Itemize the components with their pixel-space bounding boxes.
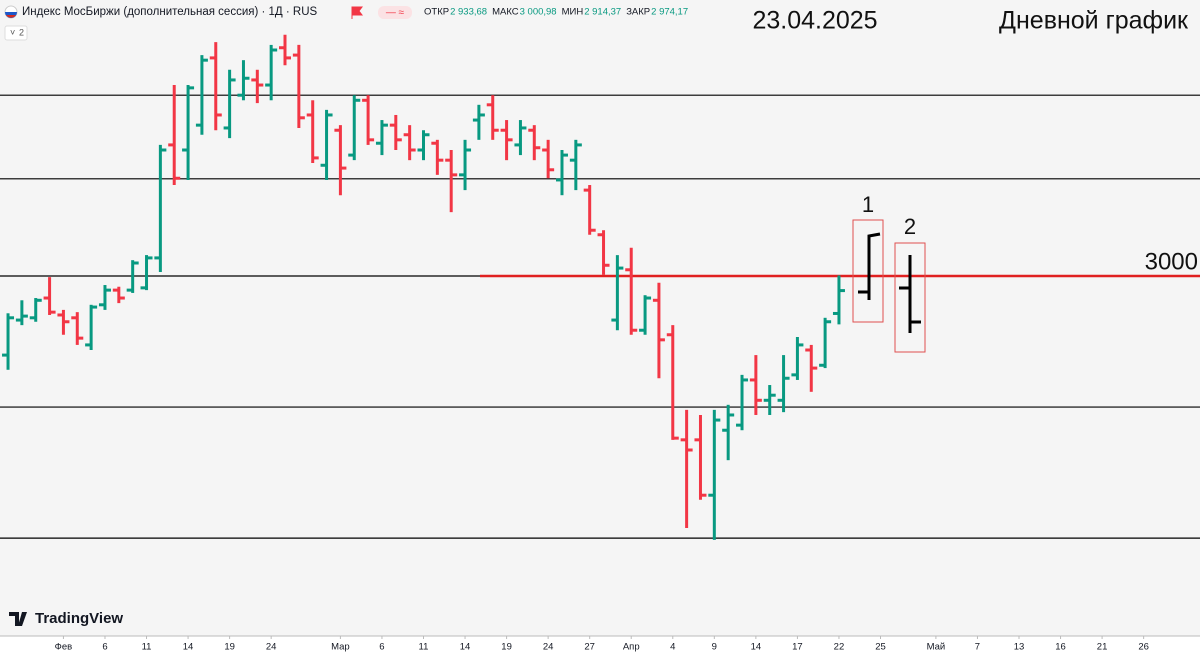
symbol-title: Индекс МосБиржи (дополнительная сессия) …: [22, 6, 318, 18]
header-value-label: ОТКР: [424, 7, 449, 18]
annotation-label: 1: [862, 192, 874, 217]
time-axis: [0, 636, 1200, 658]
annotation-box: [852, 219, 884, 323]
x-tick-label: 6: [102, 642, 107, 653]
watermark: TradingView: [35, 610, 123, 627]
header-value: 2 914,37: [584, 7, 621, 18]
badge-chevron: ˅: [10, 27, 15, 37]
x-tick-label: 24: [543, 642, 554, 653]
x-tick-label: 17: [792, 642, 803, 653]
x-tick-label: 26: [1138, 642, 1149, 653]
x-tick-label: 9: [712, 642, 717, 653]
annotation-label: 2: [904, 214, 916, 239]
x-tick-label: 11: [419, 642, 429, 653]
x-tick-label: 4: [670, 642, 675, 653]
badge-count: 2: [19, 27, 24, 37]
x-tick-label: 11: [142, 642, 152, 653]
x-tick-label: 22: [834, 642, 845, 653]
resistance-label: 3000: [1145, 248, 1198, 275]
plot-background: [0, 0, 1200, 636]
x-tick-label: 13: [1014, 642, 1025, 653]
x-tick-label: Апр: [623, 642, 640, 653]
x-tick-label: Мар: [331, 642, 350, 653]
header-value: 2 974,17: [651, 7, 688, 18]
x-tick-label: 16: [1055, 642, 1066, 653]
x-tick-label: 19: [501, 642, 512, 653]
x-tick-label: Май: [927, 642, 946, 653]
status-pill-text: — ≈: [386, 8, 405, 19]
indicator-badge[interactable]: [4, 25, 28, 41]
flag-icon[interactable]: [351, 6, 363, 19]
bars: [2, 34, 845, 540]
x-tick-label: 14: [183, 642, 194, 653]
x-tick-label: 19: [224, 642, 235, 653]
subtitle: Дневной график: [999, 7, 1189, 35]
x-ticks: Фев 6 11 14 19 24 Мар 6 11 14 19 24 27 Апр 4 9 14 17 22 25 М…: [55, 636, 1149, 653]
x-tick-label: 21: [1097, 642, 1108, 653]
x-tick-label: 24: [266, 642, 277, 653]
status-pill[interactable]: [378, 6, 412, 19]
watermark-logo: [9, 612, 27, 626]
header-values: ОТКР 2 933,68 МАКС 3 000,98 МИН 2 914,37 ЗАКР 2…: [424, 7, 688, 18]
header-value: 3 000,98: [520, 7, 557, 18]
header-value: 2 933,68: [450, 7, 487, 18]
x-tick-label: 6: [379, 642, 384, 653]
hypothetical-bar: [899, 255, 921, 333]
x-tick-label: 14: [751, 642, 762, 653]
x-tick-label: 14: [460, 642, 471, 653]
hypothetical-bar: [858, 232, 881, 300]
date-label: 23.04.2025: [752, 7, 877, 35]
x-tick-label: 25: [875, 642, 886, 653]
header-value-label: МАКС: [492, 7, 519, 18]
annotation-box: [894, 242, 926, 353]
x-tick-label: Фев: [55, 642, 73, 653]
header-value-label: МИН: [562, 7, 584, 18]
header-value-label: ЗАКР: [626, 7, 650, 18]
x-tick-label: 7: [975, 642, 980, 653]
x-tick-label: 27: [584, 642, 595, 653]
flag: [4, 5, 18, 19]
